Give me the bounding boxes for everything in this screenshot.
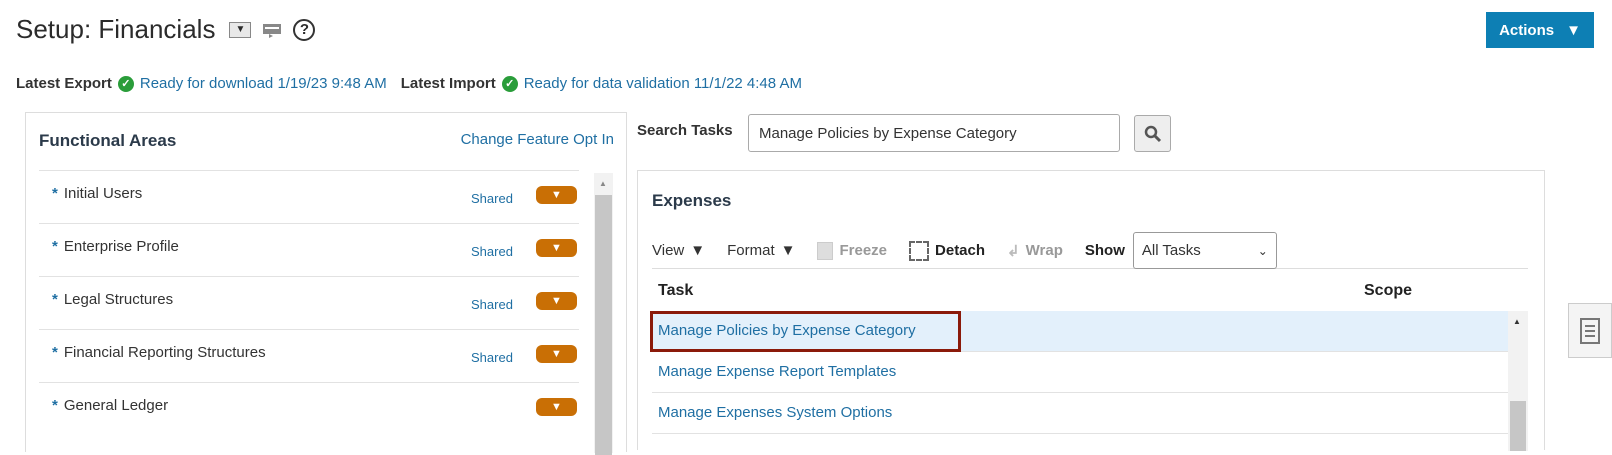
title-dropdown-button[interactable]: ▼ <box>229 21 252 38</box>
functional-area-row[interactable]: * Financial Reporting Structures Shared ▼ <box>39 329 579 382</box>
show-label: Show <box>1084 242 1125 259</box>
tasks-scrollbar[interactable]: ▲ <box>1508 311 1528 451</box>
status-bar: Latest Export ✓ Ready for download 1/19/… <box>16 75 802 92</box>
area-label: General Ledger <box>63 397 169 414</box>
chevron-down-icon: ▼ <box>690 242 706 259</box>
page-title: Setup: Financials <box>16 14 216 44</box>
functional-area-row[interactable]: * Legal Structures Shared ▼ <box>39 276 579 329</box>
task-link[interactable]: Manage Expense Report Templates <box>658 363 897 380</box>
highlight-box <box>650 311 961 352</box>
chevron-down-icon: ⌄ <box>1257 243 1268 258</box>
column-header-task[interactable]: Task <box>658 282 694 299</box>
help-icon[interactable]: ? <box>293 18 316 41</box>
chevron-down-icon: ▼ <box>1566 21 1581 39</box>
table-row[interactable]: Manage Expense Report Templates <box>652 352 1508 393</box>
shared-label: Shared <box>471 244 513 259</box>
shared-label: Shared <box>471 297 513 312</box>
scroll-up-icon[interactable]: ▲ <box>599 179 607 188</box>
shared-label: Shared <box>471 350 513 365</box>
show-select-value: All Tasks <box>1141 242 1201 259</box>
required-marker: * <box>52 397 58 414</box>
task-link[interactable]: Manage Policies by Expense Category <box>658 322 916 339</box>
actions-button[interactable]: Actions ▼ <box>1486 12 1594 48</box>
check-icon: ✓ <box>117 75 134 92</box>
row-menu-button[interactable]: ▼ <box>536 345 577 363</box>
scrollbar-thumb[interactable] <box>595 195 612 455</box>
export-icon[interactable] <box>261 20 283 40</box>
required-marker: * <box>52 185 58 202</box>
row-menu-button[interactable]: ▼ <box>536 186 577 204</box>
freeze-label: Freeze <box>839 242 888 259</box>
format-label: Format <box>727 242 775 259</box>
chevron-down-icon: ▼ <box>780 242 796 259</box>
check-icon: ✓ <box>501 75 518 92</box>
functional-area-row[interactable]: * Initial Users Shared ▼ <box>39 170 579 223</box>
table-row[interactable]: Manage Expenses System Options <box>652 393 1508 434</box>
wrap-button[interactable]: ↲ Wrap <box>1007 242 1063 260</box>
scrollbar-thumb[interactable] <box>1510 401 1526 451</box>
actions-label: Actions <box>1499 21 1555 39</box>
row-menu-button[interactable]: ▼ <box>536 398 577 416</box>
export-label: Latest Export <box>16 75 112 92</box>
area-label: Financial Reporting Structures <box>63 344 266 361</box>
functional-areas-scrollbar[interactable]: ▲ <box>594 173 613 455</box>
scroll-up-icon[interactable]: ▲ <box>1513 317 1521 326</box>
format-menu[interactable]: Format ▼ <box>727 242 795 259</box>
required-marker: * <box>52 344 58 361</box>
tasks-panel-title: Expenses <box>652 191 732 210</box>
row-menu-button[interactable]: ▼ <box>536 239 577 257</box>
document-icon <box>1580 317 1600 344</box>
search-icon <box>1144 125 1161 142</box>
change-feature-opt-in-link[interactable]: Change Feature Opt In <box>460 131 614 148</box>
functional-area-row[interactable]: * General Ledger ▼ <box>39 382 579 435</box>
import-label: Latest Import <box>400 75 496 92</box>
freeze-icon <box>817 241 834 260</box>
required-marker: * <box>52 291 58 308</box>
export-status-link[interactable]: Ready for download 1/19/23 9:48 AM <box>139 75 387 92</box>
freeze-button[interactable]: Freeze <box>817 241 888 260</box>
detach-icon <box>909 240 930 261</box>
task-link[interactable]: Manage Expenses System Options <box>658 404 893 421</box>
side-panel-button[interactable] <box>1568 303 1612 358</box>
functional-area-row[interactable]: * Enterprise Profile Shared ▼ <box>39 223 579 276</box>
area-label: Initial Users <box>63 185 143 202</box>
area-label: Legal Structures <box>63 291 174 308</box>
wrap-label: Wrap <box>1025 242 1063 259</box>
required-marker: * <box>52 238 58 255</box>
detach-button[interactable]: Detach <box>909 240 986 261</box>
column-header-scope[interactable]: Scope <box>1364 282 1413 299</box>
wrap-icon: ↲ <box>1007 242 1020 260</box>
search-button[interactable] <box>1134 115 1171 152</box>
table-row[interactable]: Manage Policies by Expense Category <box>650 311 1508 352</box>
table-toolbar: View ▼ Format ▼ Freeze Detach ↲ Wrap Show A… <box>652 232 1528 269</box>
import-status-link[interactable]: Ready for data validation 11/1/22 4:48 A… <box>523 75 802 92</box>
area-label: Enterprise Profile <box>63 238 179 255</box>
shared-label: Shared <box>471 191 513 206</box>
row-menu-button[interactable]: ▼ <box>536 292 577 310</box>
search-tasks-label: Search Tasks <box>637 122 733 139</box>
view-label: View <box>652 242 685 259</box>
functional-areas-panel: Functional Areas Change Feature Opt In *… <box>25 112 627 455</box>
view-menu[interactable]: View ▼ <box>652 242 705 259</box>
page-title-bar: Setup: Financials ▼ ? <box>16 14 316 45</box>
tasks-panel: Expenses View ▼ Format ▼ Freeze Detach ↲ Wr… <box>637 170 1545 451</box>
detach-label: Detach <box>935 242 986 259</box>
show-select[interactable]: All Tasks ⌄ <box>1132 232 1277 269</box>
functional-areas-title: Functional Areas <box>39 131 177 150</box>
table-header: Task Scope <box>652 271 1528 311</box>
search-tasks-input[interactable] <box>748 114 1120 152</box>
